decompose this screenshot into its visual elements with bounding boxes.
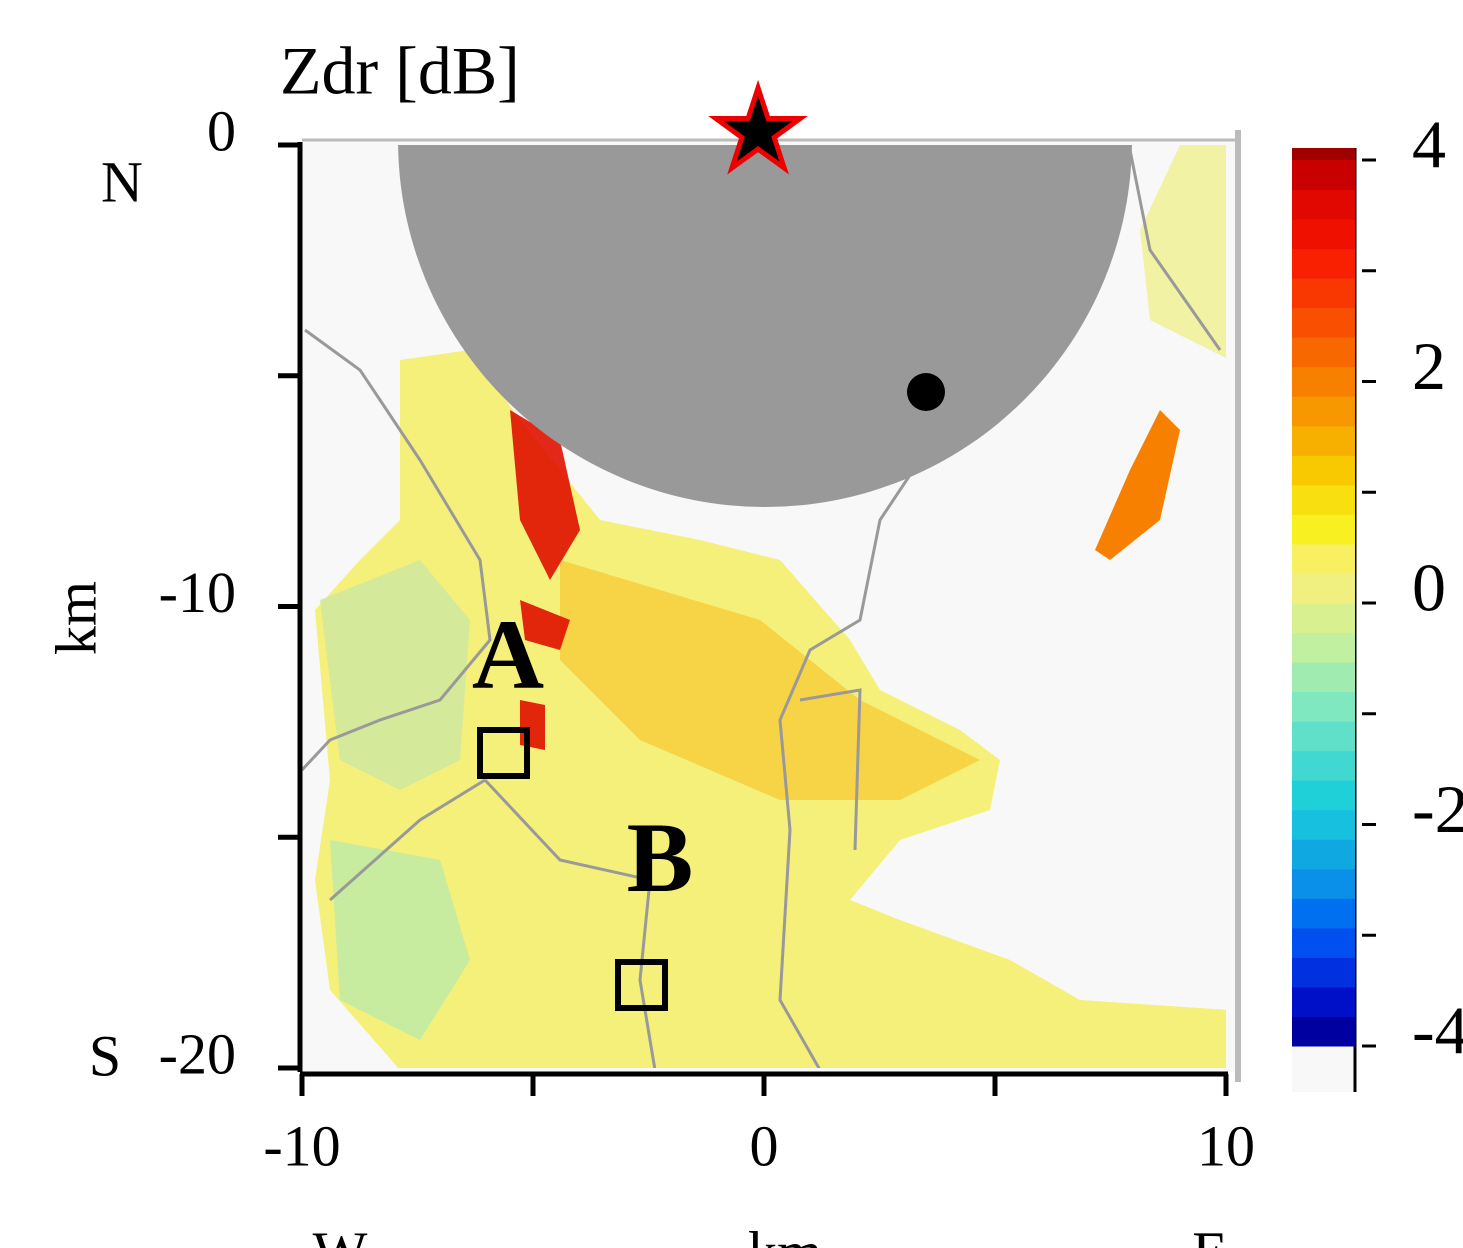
colorbar-swatch [1292, 721, 1355, 752]
x-tick-label: 0 [750, 1113, 779, 1178]
colorbar-swatch [1292, 573, 1355, 604]
colorbar-tick-label: 4 [1412, 107, 1446, 183]
field-green [320, 560, 470, 790]
north-label: N [101, 149, 143, 214]
y-tick-label: -10 [159, 560, 236, 625]
colorbar-swatch [1292, 514, 1355, 545]
chart-title: Zdr [dB] [280, 33, 520, 109]
x-tick-label: -10 [263, 1113, 340, 1178]
field-cyan [330, 840, 470, 1040]
field-ne [1140, 145, 1226, 358]
colorbar-swatch [1292, 632, 1355, 663]
blind-zone [398, 145, 1132, 507]
colorbar-swatch [1292, 927, 1355, 958]
colorbar-swatch [1292, 189, 1355, 220]
colorbar-swatch [1292, 278, 1355, 309]
colorbar-swatch [1292, 543, 1355, 574]
colorbar-swatch [1292, 750, 1355, 781]
site-marker [907, 373, 945, 411]
colorbar-tick-label: -4 [1412, 993, 1463, 1069]
colorbar-swatch [1292, 160, 1355, 191]
annotation-a: A [472, 599, 544, 710]
colorbar-swatch [1292, 307, 1355, 338]
colorbar-swatch [1292, 898, 1355, 929]
radar-star: ★ [709, 69, 808, 191]
colorbar-tick-label: -2 [1412, 771, 1463, 847]
field-orange [560, 560, 980, 800]
field-east [1095, 410, 1180, 560]
colorbar-swatch [1292, 455, 1355, 486]
colorbar-swatch [1292, 986, 1355, 1017]
y-tick-label: -20 [159, 1021, 236, 1086]
y-tick-label: 0 [207, 98, 236, 163]
west-label: W [313, 1219, 368, 1248]
colorbar-swatch [1292, 484, 1355, 515]
east-label: E [1192, 1219, 1227, 1248]
colorbar-swatch [1292, 1016, 1355, 1047]
colorbar-swatch [1292, 662, 1355, 693]
box-b [615, 959, 668, 1011]
colorbar-tick-label: 0 [1412, 550, 1446, 626]
coastline [302, 145, 1222, 1068]
colorbar-swatch [1292, 337, 1355, 368]
colorbar-top [1292, 148, 1355, 160]
colorbar-swatch [1292, 839, 1355, 870]
y-axis-label: km [43, 581, 108, 655]
south-label: S [89, 1023, 121, 1088]
colorbar-swatch [1292, 366, 1355, 397]
colorbar-swatch [1292, 780, 1355, 811]
colorbar-swatch [1292, 219, 1355, 250]
box-a [477, 727, 530, 779]
colorbar-swatch [1292, 691, 1355, 722]
colorbar-swatch [1292, 957, 1355, 988]
colorbar-tick-label: 2 [1412, 328, 1446, 404]
colorbar-swatch [1292, 425, 1355, 456]
colorbar-swatch [1292, 248, 1355, 279]
colorbar-swatch [1292, 868, 1355, 899]
x-tick-label: 10 [1197, 1113, 1255, 1178]
annotation-b: B [627, 802, 694, 913]
field-red [510, 410, 580, 750]
colorbar-below [1292, 1046, 1355, 1092]
colorbar-swatch [1292, 809, 1355, 840]
x-axis-label: km [748, 1219, 822, 1248]
colorbar-swatch [1292, 396, 1355, 427]
colorbar-swatch [1292, 603, 1355, 634]
radar-field [302, 145, 1226, 1068]
